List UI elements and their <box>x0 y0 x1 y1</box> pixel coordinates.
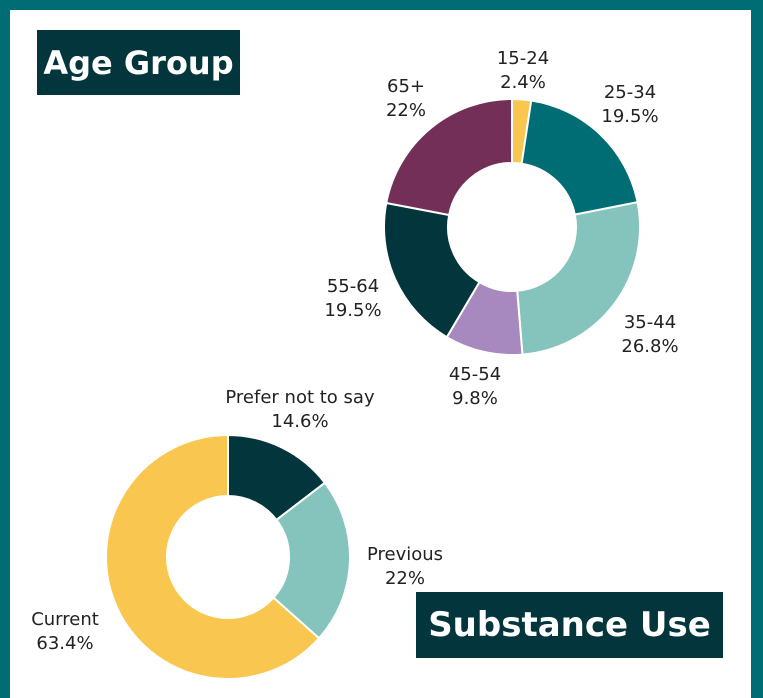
age-category-label-65: 65+ <box>387 76 425 97</box>
age-category-label-35-44: 35-44 <box>624 312 676 333</box>
age-slice-25-34 <box>520 99 639 216</box>
substance-category-label-current: Current <box>31 609 99 630</box>
age-value-label-55-64: 19.5% <box>324 300 381 321</box>
age-value-label-15-24: 2.4% <box>500 72 546 93</box>
age-value-label-65: 22% <box>386 100 426 121</box>
substance-value-label-prefer-not-to-say: 14.6% <box>271 411 328 432</box>
age-category-label-25-34: 25-34 <box>604 82 656 103</box>
age-value-label-25-34: 19.5% <box>601 106 658 127</box>
age-category-label-45-54: 45-54 <box>449 364 501 385</box>
age-value-label-45-54: 9.8% <box>452 388 498 409</box>
age-group-title: Age Group <box>37 30 240 95</box>
age-category-label-15-24: 15-24 <box>497 48 549 69</box>
age-value-label-35-44: 26.8% <box>621 336 678 357</box>
age-category-label-55-64: 55-64 <box>327 276 379 297</box>
age-slice-65 <box>385 97 513 217</box>
age-slice-55-64 <box>383 201 481 339</box>
substance-value-label-current: 63.4% <box>36 633 93 654</box>
substance-category-label-prefer-not-to-say: Prefer not to say <box>225 387 375 408</box>
substance-category-label-previous: Previous <box>367 544 443 565</box>
substance-use-title: Substance Use <box>416 592 723 658</box>
substance-slice-current <box>105 433 321 680</box>
age-slice-35-44 <box>516 201 641 356</box>
substance-slice-previous <box>272 481 351 640</box>
substance-value-label-previous: 22% <box>385 568 425 589</box>
